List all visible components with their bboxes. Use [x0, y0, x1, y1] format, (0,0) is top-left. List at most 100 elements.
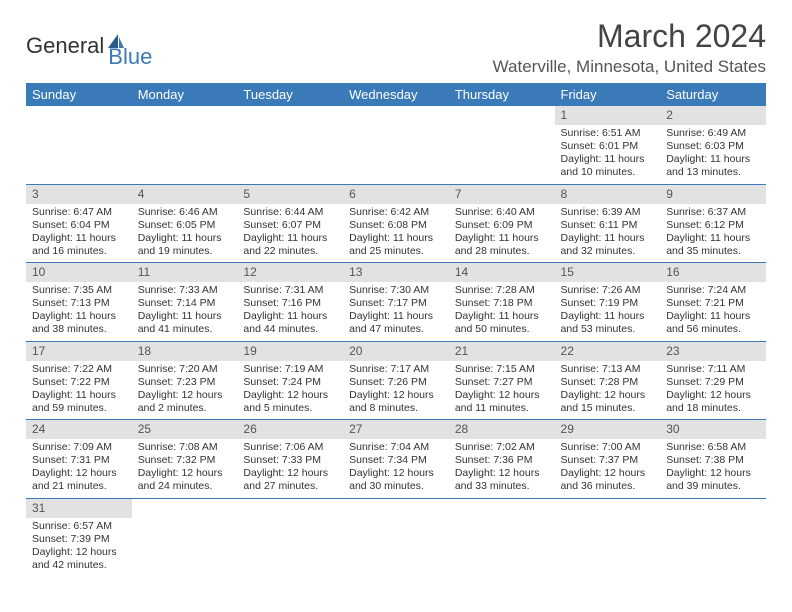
day-content: Sunrise: 7:26 AMSunset: 7:19 PMDaylight:… — [555, 282, 661, 341]
day-content: Sunrise: 7:15 AMSunset: 7:27 PMDaylight:… — [449, 361, 555, 420]
sunrise-text: Sunrise: 6:44 AM — [243, 206, 337, 219]
calendar-row: 17Sunrise: 7:22 AMSunset: 7:22 PMDayligh… — [26, 341, 766, 420]
daylight-text: Daylight: 11 hours and 47 minutes. — [349, 310, 443, 336]
weekday-header: Sunday — [26, 83, 132, 106]
weekday-header: Monday — [132, 83, 238, 106]
sunset-text: Sunset: 7:29 PM — [666, 376, 760, 389]
day-number: 21 — [449, 342, 555, 361]
sunset-text: Sunset: 7:16 PM — [243, 297, 337, 310]
day-number: 6 — [343, 185, 449, 204]
day-number: 23 — [660, 342, 766, 361]
sunset-text: Sunset: 7:13 PM — [32, 297, 126, 310]
calendar-cell: 4Sunrise: 6:46 AMSunset: 6:05 PMDaylight… — [132, 184, 238, 263]
day-number: 2 — [660, 106, 766, 125]
sunset-text: Sunset: 7:18 PM — [455, 297, 549, 310]
day-number: 10 — [26, 263, 132, 282]
calendar-cell — [449, 498, 555, 576]
daylight-text: Daylight: 11 hours and 41 minutes. — [138, 310, 232, 336]
sunrise-text: Sunrise: 7:19 AM — [243, 363, 337, 376]
calendar-cell: 21Sunrise: 7:15 AMSunset: 7:27 PMDayligh… — [449, 341, 555, 420]
day-content: Sunrise: 6:49 AMSunset: 6:03 PMDaylight:… — [660, 125, 766, 184]
calendar-cell: 9Sunrise: 6:37 AMSunset: 6:12 PMDaylight… — [660, 184, 766, 263]
sunrise-text: Sunrise: 7:04 AM — [349, 441, 443, 454]
calendar-row: 3Sunrise: 6:47 AMSunset: 6:04 PMDaylight… — [26, 184, 766, 263]
sunset-text: Sunset: 7:22 PM — [32, 376, 126, 389]
day-number: 8 — [555, 185, 661, 204]
sunrise-text: Sunrise: 7:24 AM — [666, 284, 760, 297]
sunset-text: Sunset: 7:26 PM — [349, 376, 443, 389]
sunset-text: Sunset: 7:39 PM — [32, 533, 126, 546]
sunrise-text: Sunrise: 6:57 AM — [32, 520, 126, 533]
sunrise-text: Sunrise: 7:11 AM — [666, 363, 760, 376]
day-number: 31 — [26, 499, 132, 518]
day-content: Sunrise: 7:08 AMSunset: 7:32 PMDaylight:… — [132, 439, 238, 498]
daylight-text: Daylight: 12 hours and 30 minutes. — [349, 467, 443, 493]
day-content: Sunrise: 6:46 AMSunset: 6:05 PMDaylight:… — [132, 204, 238, 263]
sunset-text: Sunset: 7:27 PM — [455, 376, 549, 389]
sunrise-text: Sunrise: 6:46 AM — [138, 206, 232, 219]
day-number: 11 — [132, 263, 238, 282]
weekday-header-row: SundayMondayTuesdayWednesdayThursdayFrid… — [26, 83, 766, 106]
daylight-text: Daylight: 11 hours and 35 minutes. — [666, 232, 760, 258]
weekday-header: Tuesday — [237, 83, 343, 106]
day-content: Sunrise: 6:37 AMSunset: 6:12 PMDaylight:… — [660, 204, 766, 263]
sunrise-text: Sunrise: 6:49 AM — [666, 127, 760, 140]
daylight-text: Daylight: 11 hours and 38 minutes. — [32, 310, 126, 336]
day-number: 19 — [237, 342, 343, 361]
sunset-text: Sunset: 6:04 PM — [32, 219, 126, 232]
sunset-text: Sunset: 7:32 PM — [138, 454, 232, 467]
sunrise-text: Sunrise: 7:26 AM — [561, 284, 655, 297]
calendar-cell: 20Sunrise: 7:17 AMSunset: 7:26 PMDayligh… — [343, 341, 449, 420]
day-number: 30 — [660, 420, 766, 439]
sunset-text: Sunset: 7:34 PM — [349, 454, 443, 467]
day-number: 28 — [449, 420, 555, 439]
day-content: Sunrise: 7:28 AMSunset: 7:18 PMDaylight:… — [449, 282, 555, 341]
daylight-text: Daylight: 12 hours and 39 minutes. — [666, 467, 760, 493]
calendar-cell — [555, 498, 661, 576]
day-number: 15 — [555, 263, 661, 282]
day-number: 7 — [449, 185, 555, 204]
daylight-text: Daylight: 11 hours and 32 minutes. — [561, 232, 655, 258]
sunset-text: Sunset: 6:09 PM — [455, 219, 549, 232]
sunset-text: Sunset: 6:07 PM — [243, 219, 337, 232]
day-content: Sunrise: 7:33 AMSunset: 7:14 PMDaylight:… — [132, 282, 238, 341]
day-content: Sunrise: 6:42 AMSunset: 6:08 PMDaylight:… — [343, 204, 449, 263]
calendar-cell — [660, 498, 766, 576]
day-content: Sunrise: 7:35 AMSunset: 7:13 PMDaylight:… — [26, 282, 132, 341]
sunrise-text: Sunrise: 6:51 AM — [561, 127, 655, 140]
calendar-row: 10Sunrise: 7:35 AMSunset: 7:13 PMDayligh… — [26, 263, 766, 342]
day-number: 22 — [555, 342, 661, 361]
sunset-text: Sunset: 6:08 PM — [349, 219, 443, 232]
sunrise-text: Sunrise: 7:00 AM — [561, 441, 655, 454]
calendar-cell: 23Sunrise: 7:11 AMSunset: 7:29 PMDayligh… — [660, 341, 766, 420]
calendar-cell: 14Sunrise: 7:28 AMSunset: 7:18 PMDayligh… — [449, 263, 555, 342]
calendar-cell: 6Sunrise: 6:42 AMSunset: 6:08 PMDaylight… — [343, 184, 449, 263]
weekday-header: Friday — [555, 83, 661, 106]
day-number: 3 — [26, 185, 132, 204]
day-content: Sunrise: 7:24 AMSunset: 7:21 PMDaylight:… — [660, 282, 766, 341]
title-block: March 2024 Waterville, Minnesota, United… — [493, 18, 766, 77]
weekday-header: Wednesday — [343, 83, 449, 106]
sunset-text: Sunset: 7:14 PM — [138, 297, 232, 310]
day-number: 27 — [343, 420, 449, 439]
daylight-text: Daylight: 12 hours and 33 minutes. — [455, 467, 549, 493]
day-number: 5 — [237, 185, 343, 204]
sunrise-text: Sunrise: 6:39 AM — [561, 206, 655, 219]
sunrise-text: Sunrise: 7:15 AM — [455, 363, 549, 376]
sunset-text: Sunset: 6:05 PM — [138, 219, 232, 232]
calendar-cell: 3Sunrise: 6:47 AMSunset: 6:04 PMDaylight… — [26, 184, 132, 263]
calendar-cell: 5Sunrise: 6:44 AMSunset: 6:07 PMDaylight… — [237, 184, 343, 263]
day-number: 14 — [449, 263, 555, 282]
daylight-text: Daylight: 11 hours and 44 minutes. — [243, 310, 337, 336]
day-number: 16 — [660, 263, 766, 282]
calendar-cell: 2Sunrise: 6:49 AMSunset: 6:03 PMDaylight… — [660, 106, 766, 184]
weekday-header: Thursday — [449, 83, 555, 106]
calendar-cell: 18Sunrise: 7:20 AMSunset: 7:23 PMDayligh… — [132, 341, 238, 420]
day-content: Sunrise: 6:58 AMSunset: 7:38 PMDaylight:… — [660, 439, 766, 498]
calendar-row: 24Sunrise: 7:09 AMSunset: 7:31 PMDayligh… — [26, 420, 766, 499]
daylight-text: Daylight: 12 hours and 36 minutes. — [561, 467, 655, 493]
calendar-cell: 26Sunrise: 7:06 AMSunset: 7:33 PMDayligh… — [237, 420, 343, 499]
day-number: 25 — [132, 420, 238, 439]
daylight-text: Daylight: 12 hours and 11 minutes. — [455, 389, 549, 415]
daylight-text: Daylight: 11 hours and 59 minutes. — [32, 389, 126, 415]
